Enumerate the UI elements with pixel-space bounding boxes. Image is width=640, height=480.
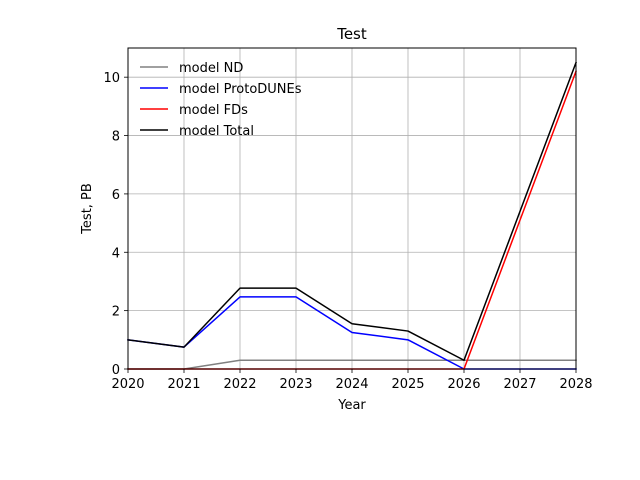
y-tick-label: 2	[112, 305, 120, 320]
legend: model ND model ProtoDUNEs model FDs model T…	[140, 61, 302, 139]
y-axis-label: Test, PB	[80, 183, 95, 235]
y-tick-label: 4	[112, 246, 120, 261]
legend-label-model-protodunes: model ProtoDUNEs	[179, 82, 302, 97]
x-tick-label: 2028	[559, 377, 592, 392]
legend-label-model-nd: model ND	[179, 61, 243, 76]
x-tick-label: 2021	[167, 377, 200, 392]
x-tick-label: 2025	[391, 377, 424, 392]
y-tick-label: 8	[112, 130, 120, 145]
series-line-model-total	[127, 61, 577, 361]
x-axis-label: Year	[337, 398, 366, 413]
x-tick-label: 2023	[279, 377, 312, 392]
y-tick-label: 6	[112, 188, 120, 203]
legend-label-model-total: model Total	[179, 124, 254, 139]
legend-label-model-fds: model FDs	[179, 103, 248, 118]
grid-layer	[127, 48, 577, 370]
x-tick-label: 2022	[223, 377, 256, 392]
y-tick-label: 10	[103, 71, 120, 86]
tick-layer: 2020 2021 2022 2023 2024 2025 2026 2027 2028 0 2 4 6…	[103, 71, 592, 392]
chart-title: Test	[336, 25, 367, 43]
series-line-model-nd	[127, 359, 577, 370]
x-tick-label: 2024	[335, 377, 368, 392]
x-tick-label: 2027	[503, 377, 536, 392]
x-tick-label: 2020	[111, 377, 144, 392]
x-tick-label: 2026	[447, 377, 480, 392]
y-tick-label: 0	[112, 363, 120, 378]
